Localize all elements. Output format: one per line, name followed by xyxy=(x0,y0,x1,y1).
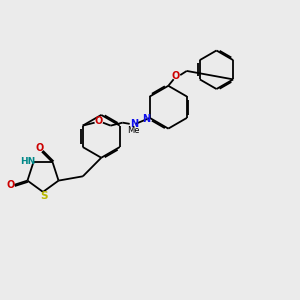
Text: O: O xyxy=(6,180,14,190)
Text: HN: HN xyxy=(20,157,36,166)
Text: Me: Me xyxy=(128,127,140,136)
Text: O: O xyxy=(35,143,44,153)
Text: O: O xyxy=(172,71,180,81)
Text: O: O xyxy=(94,116,103,127)
Text: N: N xyxy=(130,119,138,129)
Text: S: S xyxy=(40,191,48,201)
Text: N: N xyxy=(142,114,150,124)
